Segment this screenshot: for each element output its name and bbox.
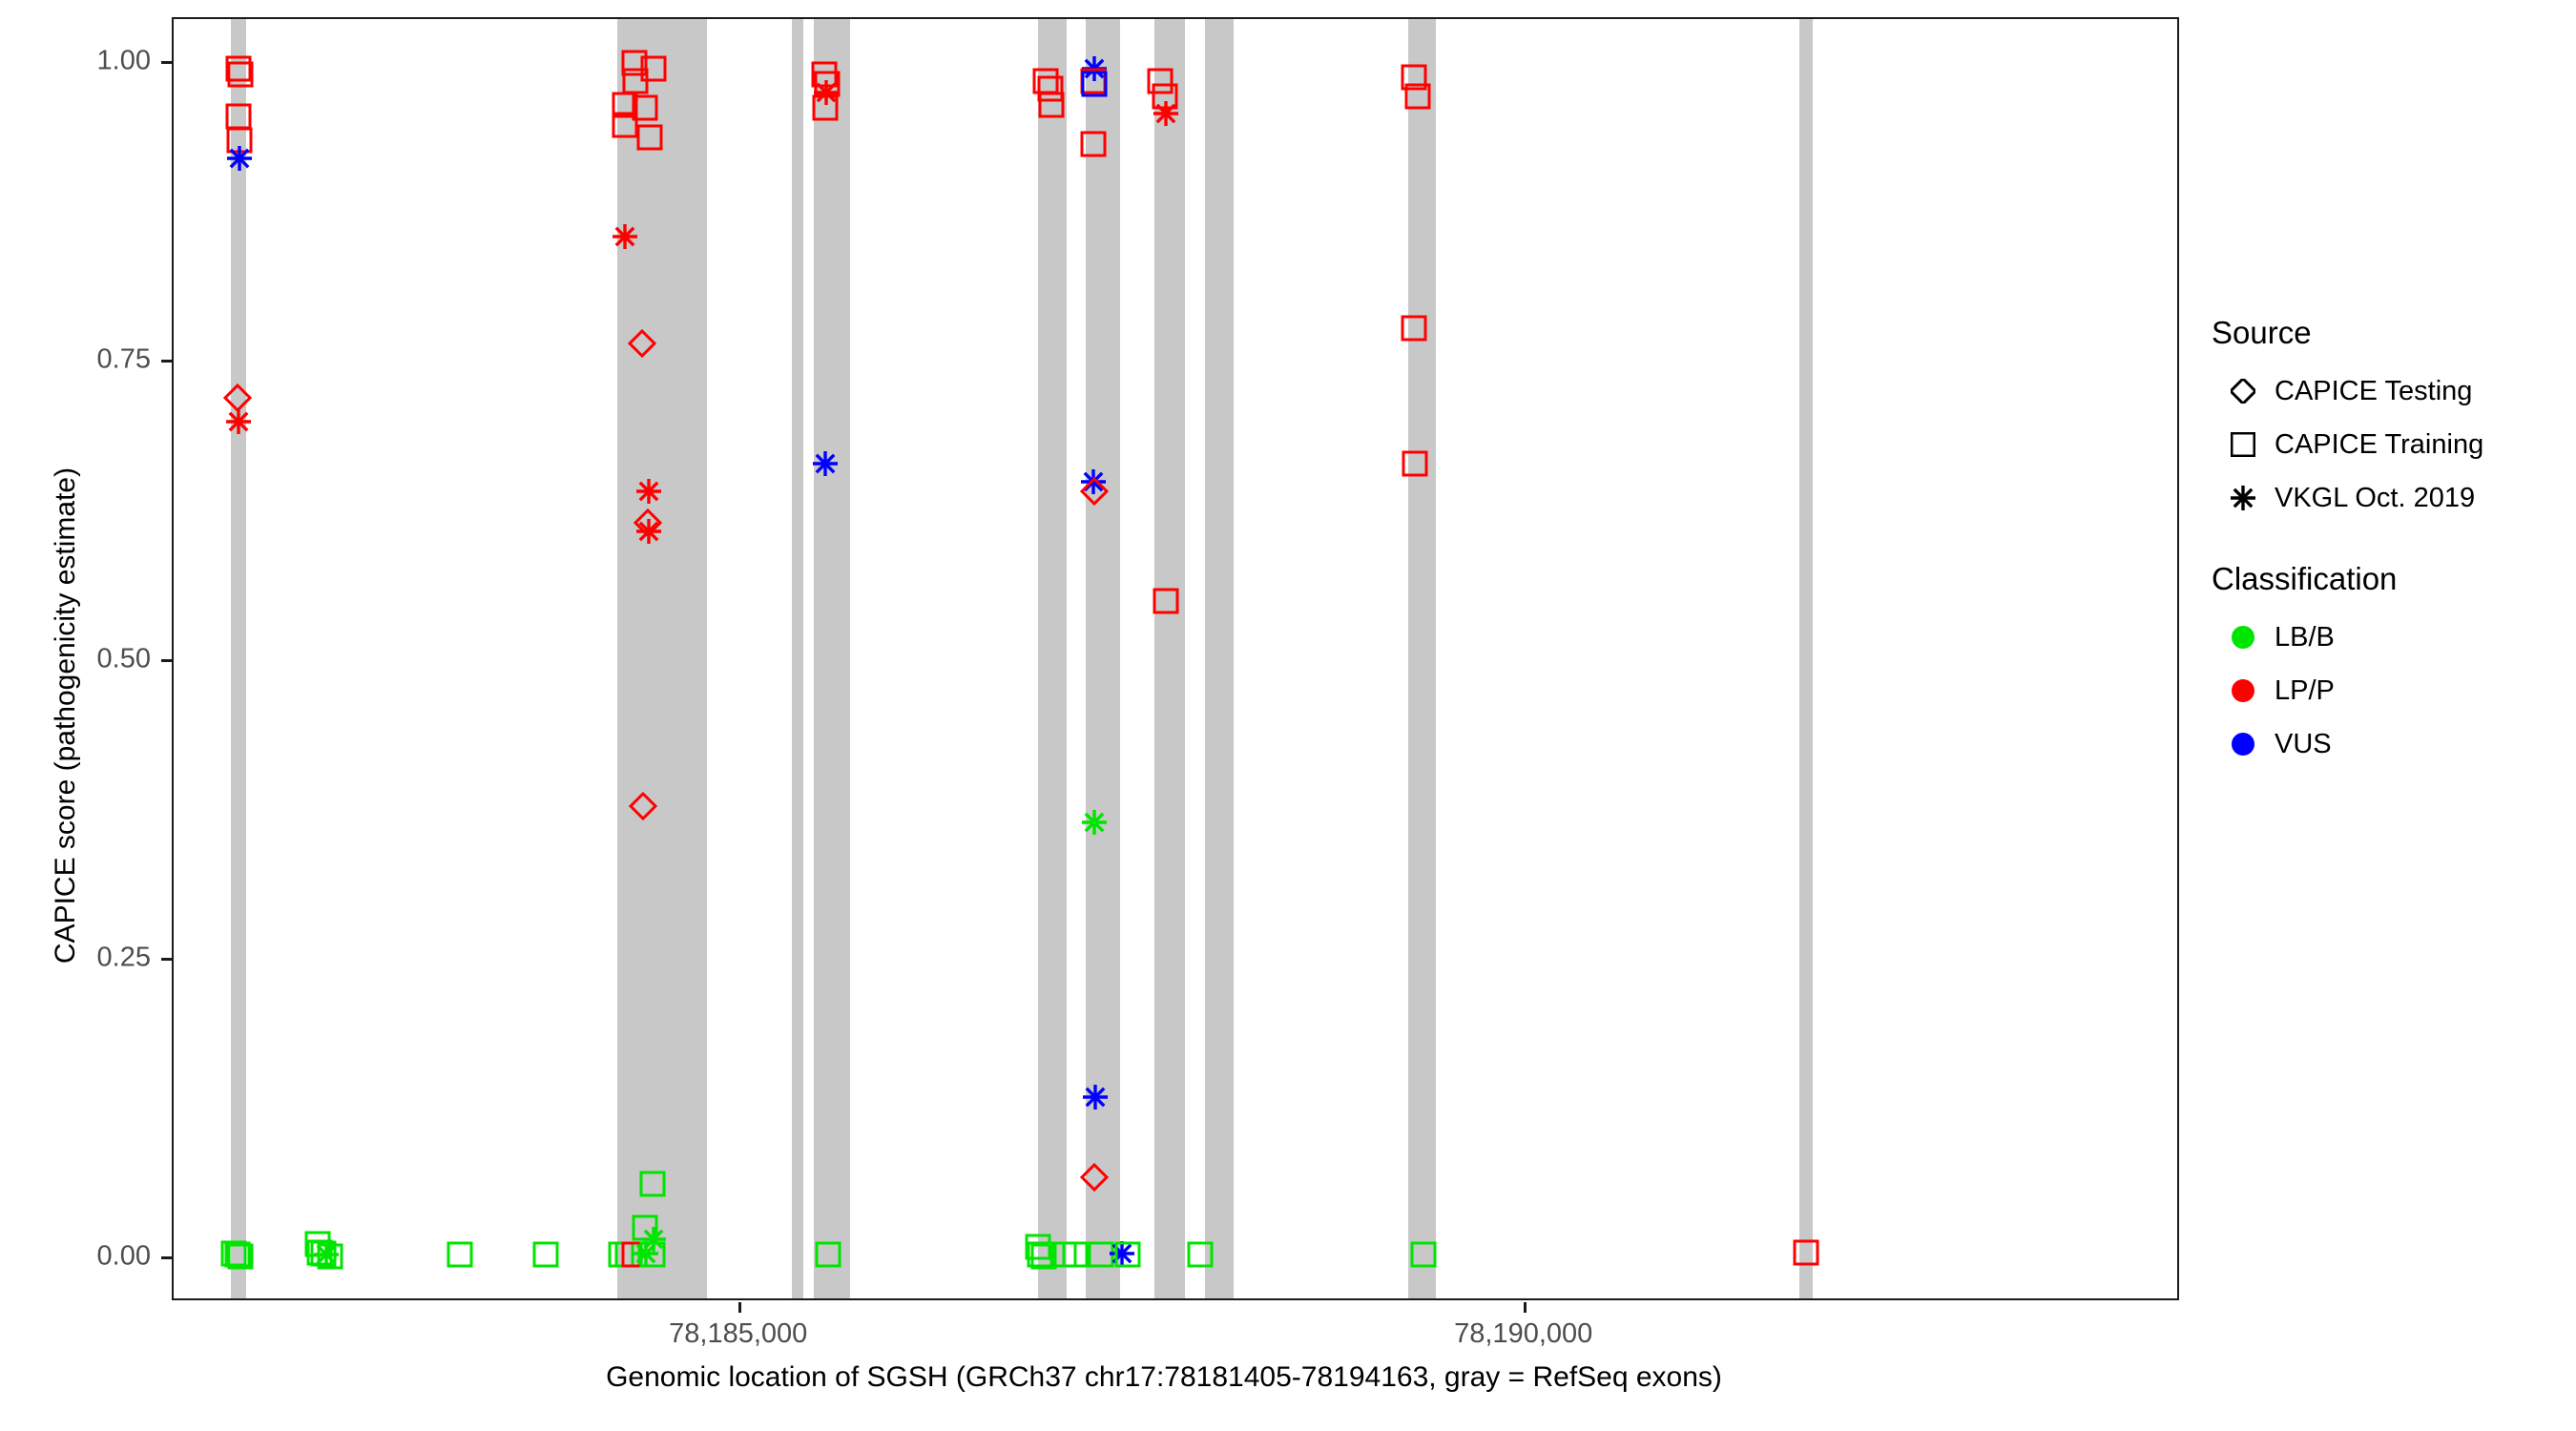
exon-band (231, 19, 247, 1298)
exon-band (1408, 19, 1436, 1298)
legend-item-label: LP/P (2275, 674, 2335, 706)
y-tick-mark (161, 957, 172, 961)
exon-band (814, 19, 850, 1298)
y-tick-label: 0.25 (96, 942, 151, 973)
exon-band (1038, 19, 1068, 1298)
x-axis: 78,185,000 78,190,000 (172, 1302, 2179, 1359)
square-marker-icon (2212, 418, 2275, 471)
diamond-marker-icon (2212, 364, 2275, 418)
color-swatch (2232, 733, 2254, 756)
circle-marker-icon (2212, 717, 2275, 771)
x-tick-mark (1523, 1302, 1527, 1313)
y-tick-label: 0.50 (96, 643, 151, 674)
color-swatch (2232, 626, 2254, 649)
legend-source-title: Source (2212, 315, 2312, 350)
legend-item-label: LB/B (2275, 621, 2335, 653)
y-axis-title: CAPICE score (pathogenicity estimate) (50, 467, 81, 964)
legend-item-label: CAPICE Testing (2275, 375, 2473, 406)
legend-item-label: CAPICE Training (2275, 428, 2484, 460)
plot-panel (172, 17, 2179, 1300)
legend-item-classification[interactable]: VUS (2212, 717, 2576, 771)
y-tick-mark (161, 658, 172, 662)
x-tick-label: 78,185,000 (669, 1318, 808, 1349)
legend-classification: Classification LB/B LP/P VUS (2212, 561, 2576, 771)
y-tick-mark (161, 1256, 172, 1260)
legend-classification-rows: LB/B LP/P VUS (2212, 611, 2576, 771)
circle-marker-icon (2212, 611, 2275, 664)
color-swatch (2232, 679, 2254, 702)
exon-band (1085, 19, 1121, 1298)
exon-band (1154, 19, 1185, 1298)
y-tick-mark (161, 60, 172, 64)
exon-band (1204, 19, 1235, 1298)
x-tick-mark (737, 1302, 741, 1313)
plot-area (174, 19, 2177, 1298)
legend-source: Source CAPICE Testing CAPICE Training VKGL… (2212, 315, 2576, 525)
y-tick-mark (161, 360, 172, 363)
legend-item-label: VKGL Oct. 2019 (2275, 482, 2476, 513)
y-tick-label: 0.75 (96, 343, 151, 375)
legend-item-source[interactable]: CAPICE Testing (2212, 364, 2576, 418)
x-tick-label: 78,190,000 (1454, 1318, 1593, 1349)
exon-band (792, 19, 803, 1298)
legend-item-classification[interactable]: LB/B (2212, 611, 2576, 664)
legend-source-rows: CAPICE Testing CAPICE Training VKGL Oct. 2… (2212, 364, 2576, 525)
legend-item-source[interactable]: VKGL Oct. 2019 (2212, 471, 2576, 525)
asterisk-marker-icon (2212, 471, 2275, 525)
legend-classification-title: Classification (2212, 561, 2398, 596)
circle-marker-icon (2212, 664, 2275, 717)
y-tick-label: 1.00 (96, 45, 151, 76)
exon-band (1798, 19, 1813, 1298)
legend-item-source[interactable]: CAPICE Training (2212, 418, 2576, 471)
y-tick-label: 0.00 (96, 1240, 151, 1272)
legend-item-label: VUS (2275, 728, 2332, 759)
exon-band (616, 19, 708, 1298)
x-axis-title: Genomic location of SGSH (GRCh37 chr17:7… (606, 1361, 1722, 1393)
legend-item-classification[interactable]: LP/P (2212, 664, 2576, 717)
legend-container: Source CAPICE Testing CAPICE Training VKGL… (2212, 315, 2576, 807)
